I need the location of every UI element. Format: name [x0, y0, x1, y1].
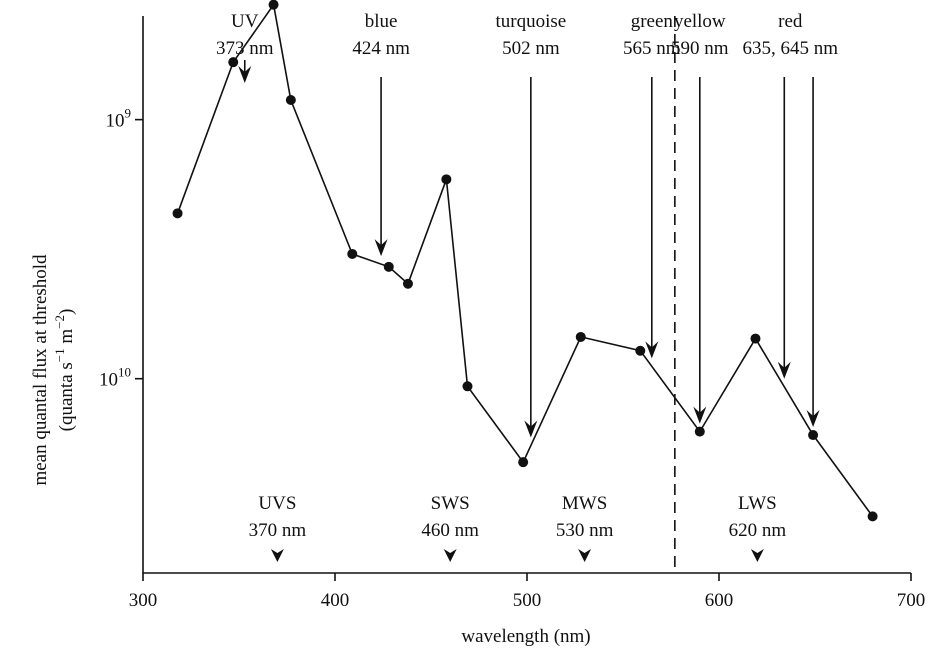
data-point-649	[808, 430, 819, 441]
stimulus-label-red: 635, 645 nm	[743, 38, 839, 59]
stimulus-label-green: 565 nm	[623, 38, 681, 59]
stimulus-name-UV: UV	[231, 11, 259, 32]
data-point-438	[402, 278, 413, 289]
data-point-680	[867, 511, 878, 522]
receptor-label-MWS: 530 nm	[556, 520, 614, 541]
receptor-marker-MWS	[578, 549, 592, 562]
stimulus-name-green: green	[631, 11, 674, 32]
x-tick-label-300: 300	[129, 590, 158, 611]
x-ticks: 300 400 500 600 700	[129, 573, 926, 611]
y-tick-label-9: 109	[106, 106, 132, 132]
stimulus-name-red: red	[778, 11, 803, 32]
data-point-347	[228, 57, 239, 68]
data-point-409	[347, 248, 358, 259]
y-axis-title-line1: mean quantal flux at threshold	[30, 254, 51, 486]
stimulus-label-turquoise: 502 nm	[502, 38, 560, 59]
data-point-458	[441, 174, 452, 185]
data-point-590	[694, 426, 705, 437]
stimulus-name-blue: blue	[365, 11, 398, 32]
x-tick-label-400: 400	[321, 590, 350, 611]
data-point-377	[285, 95, 296, 106]
receptor-marker-UVS	[270, 549, 284, 562]
threshold-series	[176, 2, 874, 517]
receptor-name-UVS: UVS	[258, 493, 296, 514]
receptor-name-SWS: SWS	[431, 493, 470, 514]
stimulus-arrow-head-turquoise	[524, 420, 538, 438]
y-tick-label-10: 1010	[99, 365, 131, 391]
stimulus-arrow-head-UV	[238, 66, 252, 83]
data-point-498	[518, 457, 529, 468]
x-axis-title: wavelength (nm)	[461, 626, 590, 647]
y-axis-units: (quanta s−1 m−2)	[52, 309, 77, 432]
axis-frame	[142, 16, 911, 574]
y-ticks: 109 1010	[99, 106, 143, 391]
data-point-428	[383, 261, 394, 272]
receptor-marker-SWS	[443, 549, 457, 562]
receptor-marker-LWS	[750, 549, 764, 562]
stimulus-arrows: UV 373 nm blue 424 nm turquoise 502 nm green 56…	[216, 11, 839, 438]
data-points	[172, 0, 878, 522]
stimulus-arrow-head-red	[777, 361, 791, 379]
data-point-318	[172, 208, 183, 219]
receptor-markers: UVS 370 nm SWS 460 nm MWS 530 nm LWS 620 nm	[249, 493, 787, 562]
stimulus-name-turquoise: turquoise	[495, 11, 566, 32]
receptor-label-UVS: 370 nm	[249, 520, 307, 541]
receptor-name-LWS: LWS	[738, 493, 777, 514]
receptor-name-MWS: MWS	[562, 493, 607, 514]
receptor-label-SWS: 460 nm	[421, 520, 479, 541]
series-line	[176, 2, 874, 517]
data-point-619	[750, 333, 761, 344]
y-axis-title-line2: (quanta s−1 m−2)	[52, 309, 77, 432]
x-tick-label-500: 500	[513, 590, 542, 611]
receptor-label-LWS: 620 nm	[729, 520, 787, 541]
stimulus-arrow-head-6	[806, 410, 820, 428]
y-axis-title: mean quantal flux at threshold	[30, 254, 51, 486]
stimulus-label-yellow: 590 nm	[671, 38, 729, 59]
stimulus-arrow-head-green	[645, 341, 659, 359]
x-tick-label-700: 700	[897, 590, 926, 611]
x-tick-label-600: 600	[705, 590, 734, 611]
stimulus-label-blue: 424 nm	[352, 38, 410, 59]
data-point-559	[635, 345, 646, 356]
data-point-528	[575, 331, 586, 342]
stimulus-arrow-head-yellow	[693, 406, 707, 424]
data-point-368	[268, 0, 279, 10]
data-point-469	[462, 381, 473, 392]
stimulus-arrow-head-blue	[374, 239, 388, 257]
stimulus-label-UV: 373 nm	[216, 38, 274, 59]
axes	[142, 16, 911, 574]
stimulus-name-yellow: yellow	[674, 11, 726, 32]
